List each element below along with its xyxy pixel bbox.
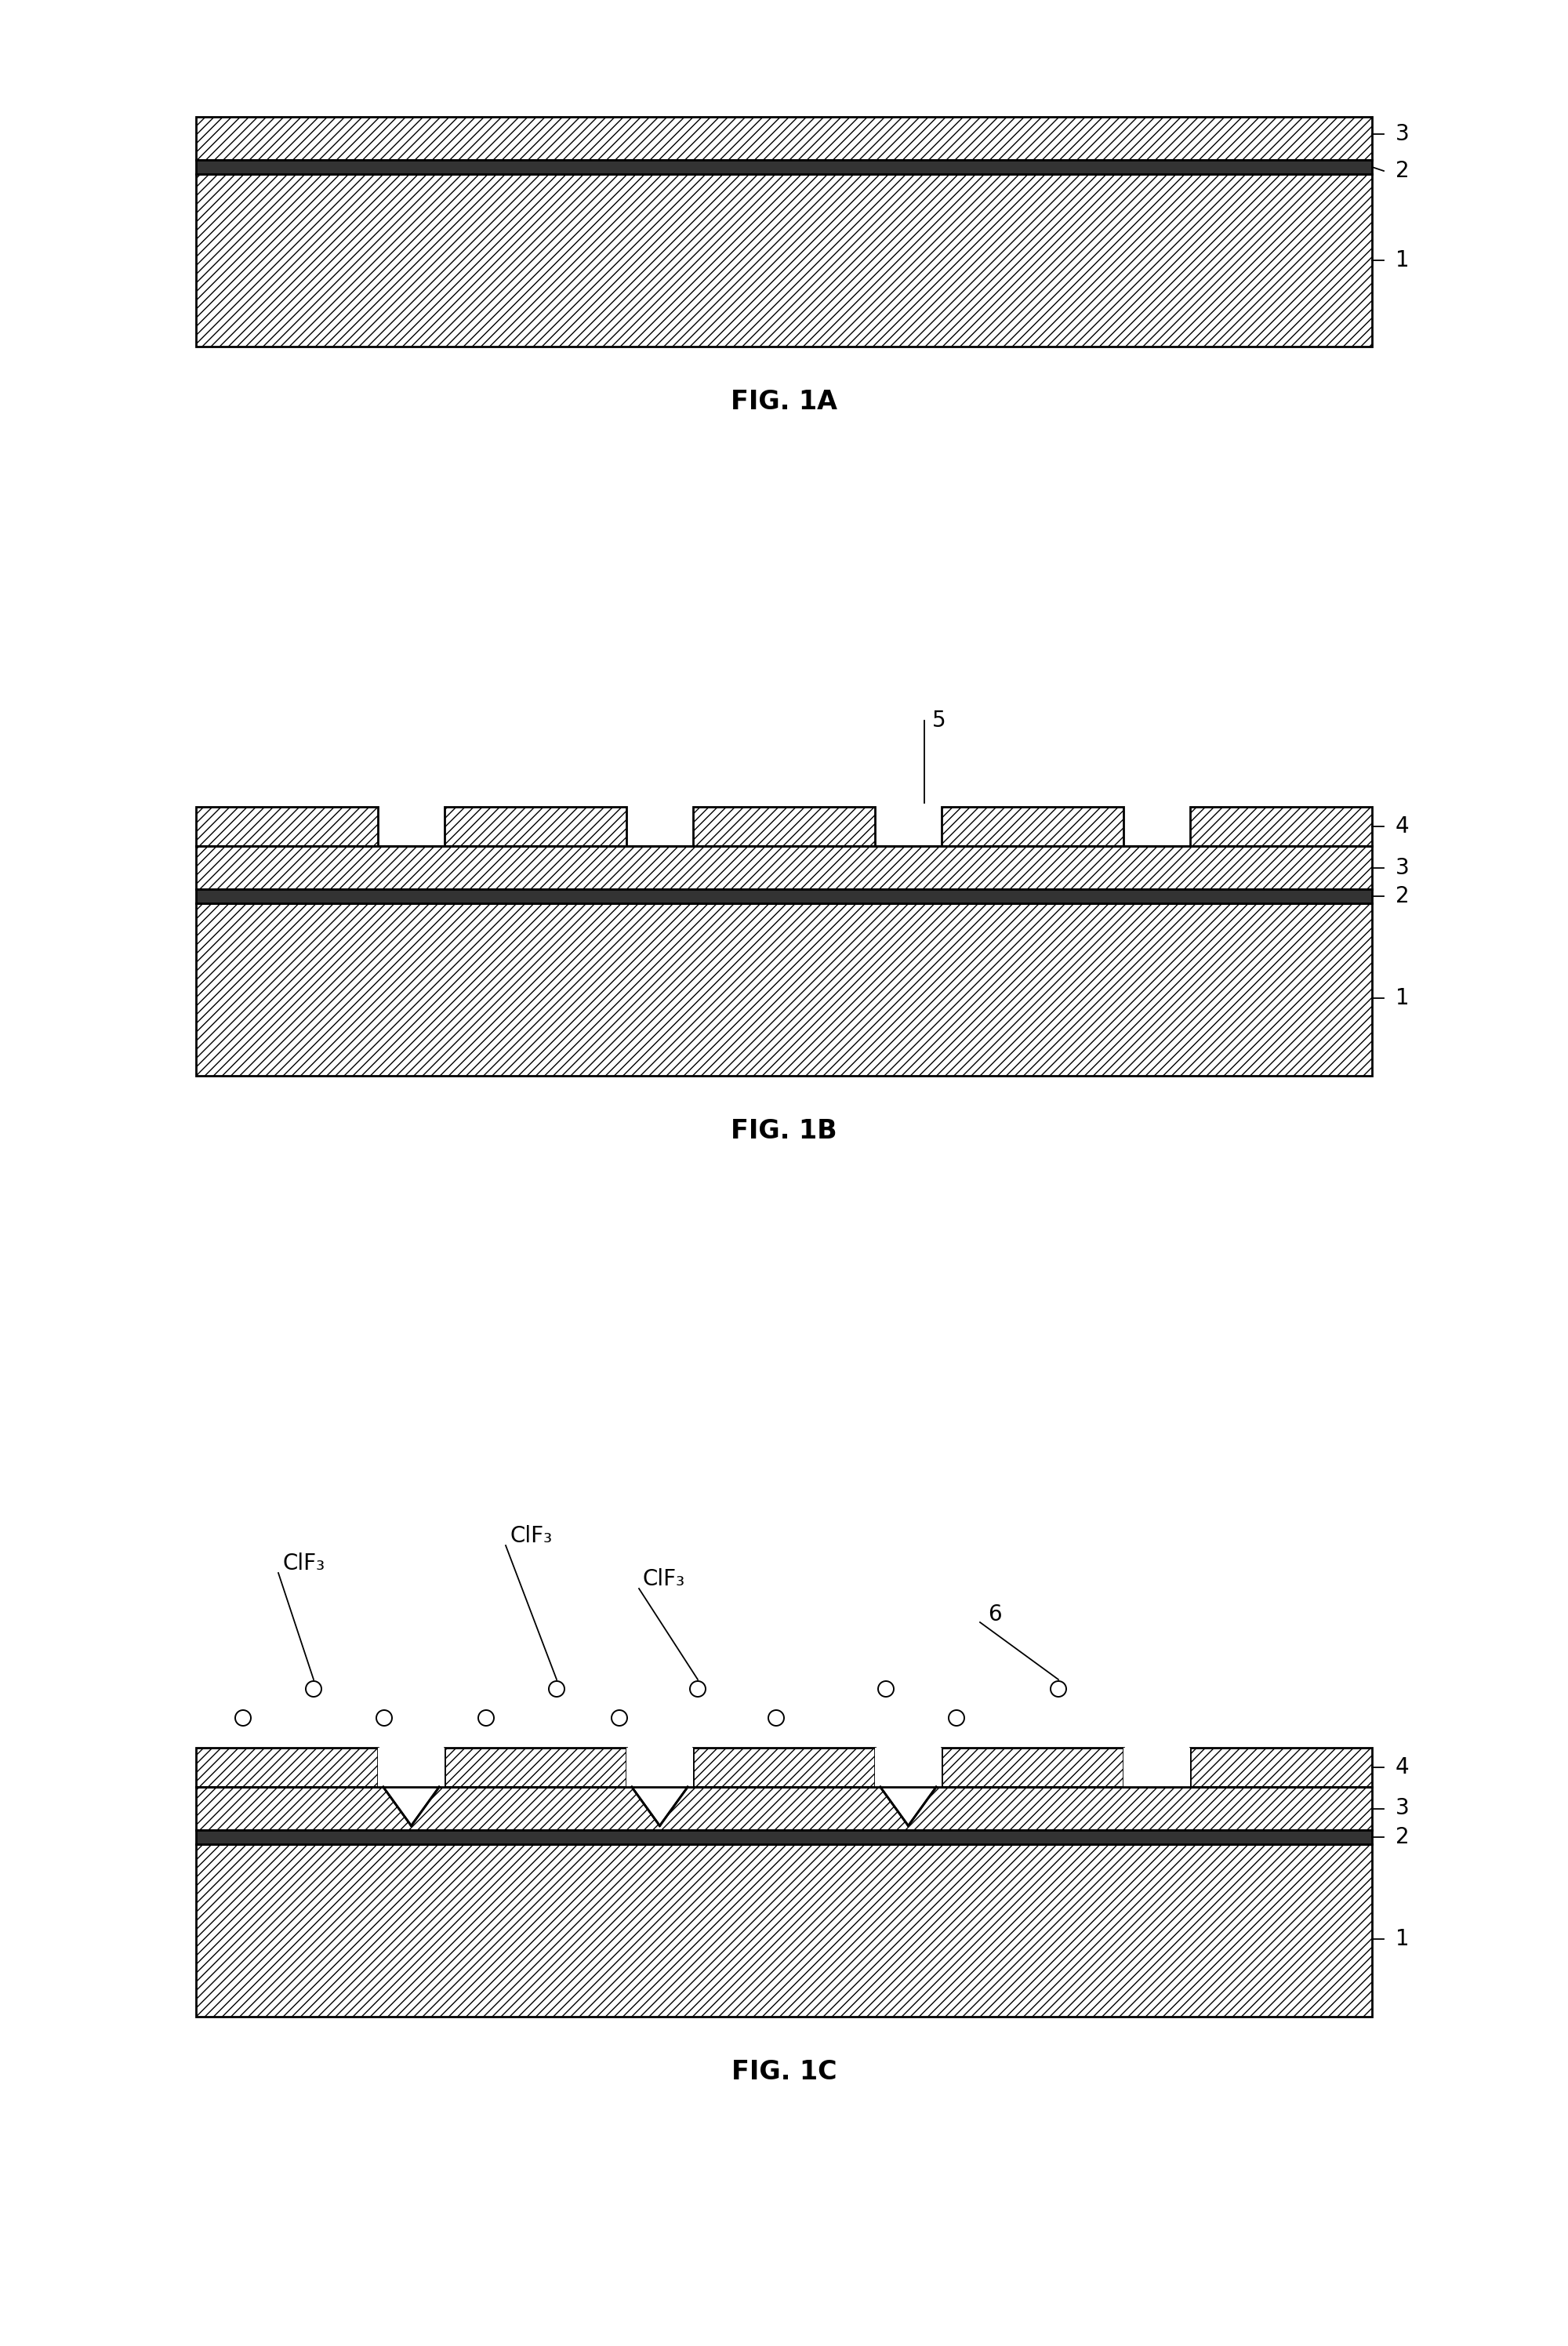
Bar: [1123, 1748, 1190, 1788]
Text: 4: 4: [1396, 816, 1410, 838]
Polygon shape: [880, 1788, 936, 1825]
Bar: [693, 1748, 875, 1788]
Polygon shape: [632, 1788, 688, 1825]
Bar: [941, 1748, 1123, 1788]
Bar: [627, 1748, 693, 1788]
Bar: [196, 1830, 1372, 1844]
Text: 3: 3: [1396, 856, 1410, 877]
Text: FIG. 1C: FIG. 1C: [731, 2060, 837, 2086]
Bar: [196, 174, 1372, 347]
Text: 4: 4: [1396, 1757, 1410, 1778]
Text: FIG. 1B: FIG. 1B: [731, 1117, 837, 1143]
Bar: [196, 1748, 378, 1788]
Bar: [1190, 807, 1372, 847]
Text: 5: 5: [931, 708, 946, 732]
Text: FIG. 1A: FIG. 1A: [731, 389, 837, 415]
Text: 2: 2: [1396, 160, 1410, 183]
Bar: [445, 1748, 627, 1788]
Bar: [693, 807, 875, 847]
Polygon shape: [383, 1788, 439, 1825]
Bar: [196, 160, 1372, 174]
Bar: [196, 903, 1372, 1077]
Text: 2: 2: [1396, 884, 1410, 908]
Bar: [196, 1788, 1372, 1830]
Bar: [196, 1844, 1372, 2018]
Text: 1: 1: [1396, 1928, 1410, 1950]
Text: 3: 3: [1396, 1797, 1410, 1820]
Bar: [378, 1748, 445, 1788]
Text: ClF₃: ClF₃: [510, 1525, 552, 1546]
Bar: [196, 807, 378, 847]
Bar: [196, 117, 1372, 160]
Text: 1: 1: [1396, 988, 1410, 1009]
Text: 2: 2: [1396, 1825, 1410, 1849]
Text: 6: 6: [988, 1602, 1002, 1626]
Bar: [445, 807, 627, 847]
Bar: [1190, 1748, 1372, 1788]
Text: ClF₃: ClF₃: [282, 1553, 325, 1574]
Bar: [196, 889, 1372, 903]
Bar: [875, 1748, 941, 1788]
Bar: [196, 847, 1372, 889]
Bar: [941, 807, 1123, 847]
Text: 1: 1: [1396, 249, 1410, 272]
Text: ClF₃: ClF₃: [643, 1567, 685, 1591]
Text: 3: 3: [1396, 122, 1410, 145]
